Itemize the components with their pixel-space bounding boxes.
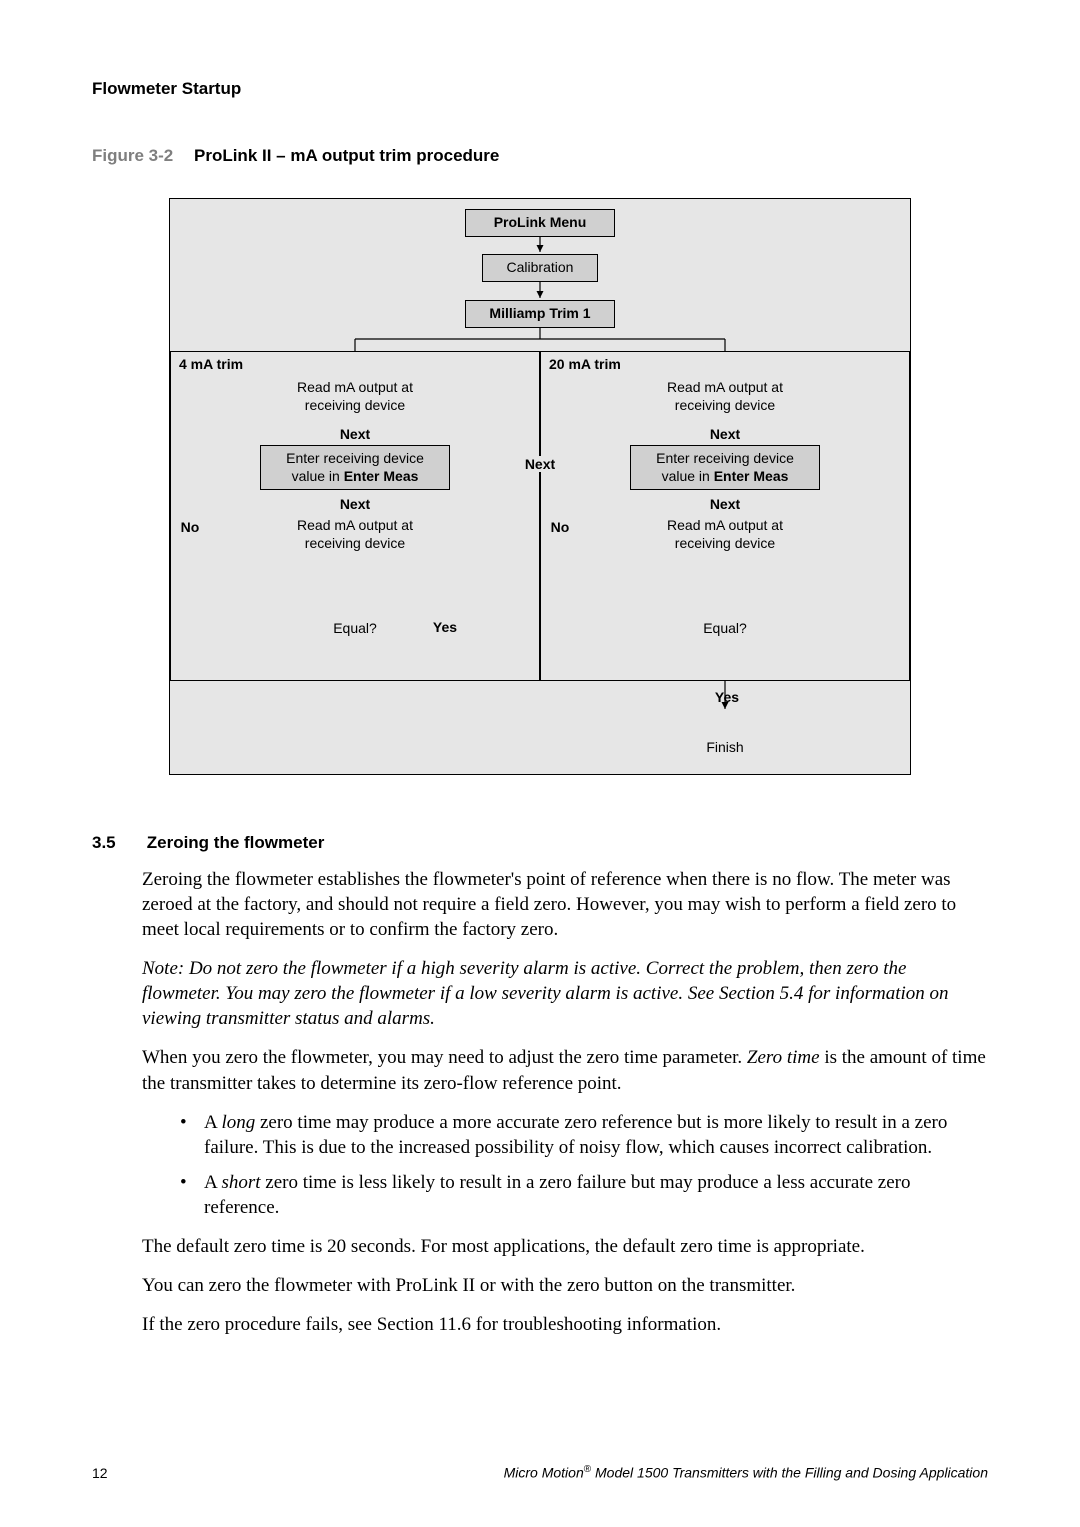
- section-number: 3.5: [92, 833, 132, 853]
- right-next2: Next: [705, 496, 745, 512]
- page-number: 12: [92, 1465, 108, 1481]
- bridge-next: Next: [520, 456, 560, 472]
- bullet-1-em: long: [221, 1112, 255, 1133]
- right-yes: Yes: [710, 689, 744, 705]
- left-read1: Read mA output atreceiving device: [270, 379, 440, 414]
- left-yes: Yes: [428, 619, 462, 635]
- section-heading: 3.5 Zeroing the flowmeter: [92, 833, 988, 853]
- right-enter-box: Enter receiving devicevalue in Enter Mea…: [630, 445, 820, 490]
- branch-20ma-title: 20 mA trim: [549, 356, 621, 372]
- figure-number: Figure 3-2: [92, 146, 173, 165]
- running-header: Flowmeter Startup: [92, 79, 988, 99]
- bullet-1-pre: A: [204, 1112, 221, 1133]
- left-no: No: [176, 519, 204, 535]
- left-read2: Read mA output atreceiving device: [270, 517, 440, 552]
- right-read1: Read mA output atreceiving device: [640, 379, 810, 414]
- doc-title-post: Model 1500 Transmitters with the Filling…: [591, 1465, 988, 1481]
- para-3-em: Zero time: [747, 1047, 820, 1068]
- left-next2: Next: [335, 496, 375, 512]
- bullet-1-post: zero time may produce a more accurate ze…: [204, 1112, 947, 1158]
- right-equal: Equal?: [700, 620, 750, 636]
- section-title: Zeroing the flowmeter: [147, 833, 325, 852]
- right-no: No: [546, 519, 574, 535]
- para-4: The default zero time is 20 seconds. For…: [142, 1234, 988, 1259]
- left-next1: Next: [335, 426, 375, 442]
- left-enter-box: Enter receiving devicevalue in Enter Mea…: [260, 445, 450, 490]
- figure-title: ProLink II – mA output trim procedure: [194, 146, 499, 165]
- node-milliamp-trim: Milliamp Trim 1: [465, 300, 615, 328]
- page: Flowmeter Startup Figure 3-2 ProLink II …: [0, 0, 1080, 1527]
- para-1: Zeroing the flowmeter establishes the fl…: [142, 867, 988, 942]
- figure-caption: Figure 3-2 ProLink II – mA output trim p…: [92, 146, 988, 166]
- branch-4ma-title: 4 mA trim: [179, 356, 243, 372]
- right-read2: Read mA output atreceiving device: [640, 517, 810, 552]
- para-3-pre: When you zero the flowmeter, you may nee…: [142, 1047, 747, 1068]
- right-next1: Next: [705, 426, 745, 442]
- node-calibration: Calibration: [482, 254, 598, 282]
- bullet-2-em: short: [221, 1172, 260, 1193]
- section-3-5: 3.5 Zeroing the flowmeter Zeroing the fl…: [92, 833, 988, 1337]
- para-6: If the zero procedure fails, see Section…: [142, 1312, 988, 1337]
- flowchart: ProLink Menu Calibration Milliamp Trim 1…: [169, 198, 911, 775]
- bullet-list: A long zero time may produce a more accu…: [180, 1110, 988, 1220]
- page-footer: 12 Micro Motion® Model 1500 Transmitters…: [92, 1464, 988, 1481]
- left-equal: Equal?: [330, 620, 380, 636]
- bullet-2-post: zero time is less likely to result in a …: [204, 1172, 910, 1218]
- doc-title: Micro Motion® Model 1500 Transmitters wi…: [504, 1464, 988, 1481]
- right-finish: Finish: [700, 739, 750, 755]
- doc-title-pre: Micro Motion: [504, 1465, 584, 1481]
- bullet-2: A short zero time is less likely to resu…: [180, 1170, 988, 1220]
- node-prolink-menu: ProLink Menu: [465, 209, 615, 237]
- para-5: You can zero the flowmeter with ProLink …: [142, 1273, 988, 1298]
- para-3: When you zero the flowmeter, you may nee…: [142, 1045, 988, 1095]
- bullet-2-pre: A: [204, 1172, 221, 1193]
- bullet-1: A long zero time may produce a more accu…: [180, 1110, 988, 1160]
- para-note: Note: Do not zero the flowmeter if a hig…: [142, 956, 988, 1031]
